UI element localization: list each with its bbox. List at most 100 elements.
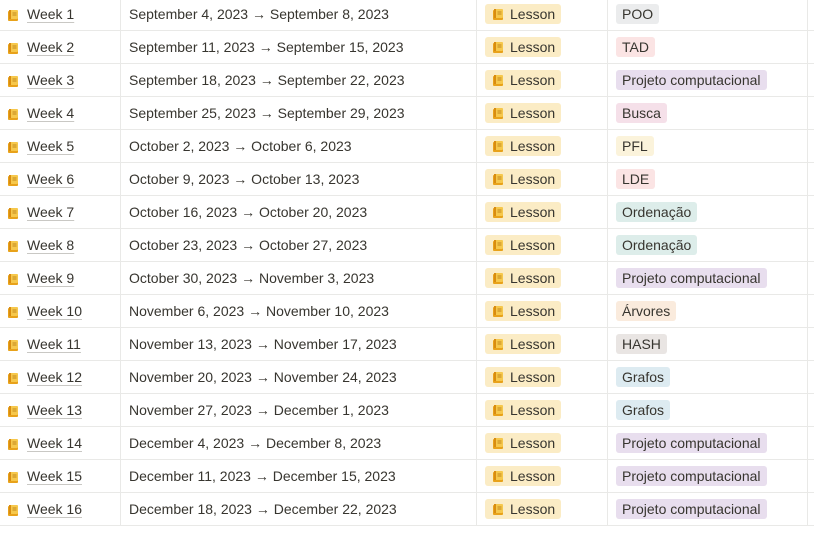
- extra-cell[interactable]: [808, 328, 814, 360]
- extra-cell[interactable]: [808, 295, 814, 327]
- type-cell[interactable]: Lesson: [477, 97, 608, 129]
- type-tag[interactable]: Lesson: [485, 400, 562, 420]
- extra-cell[interactable]: [808, 229, 814, 261]
- table-row[interactable]: Week 14 December 4, 2023 → December 8, 2…: [0, 427, 814, 460]
- extra-cell[interactable]: [808, 427, 814, 459]
- topic-tag[interactable]: HASH: [616, 334, 667, 354]
- type-tag[interactable]: Lesson: [485, 367, 562, 387]
- date-cell[interactable]: November 27, 2023 → December 1, 2023: [121, 394, 477, 426]
- type-tag[interactable]: Lesson: [485, 103, 562, 123]
- type-cell[interactable]: Lesson: [477, 229, 608, 261]
- date-cell[interactable]: October 9, 2023 → October 13, 2023: [121, 163, 477, 195]
- type-tag[interactable]: Lesson: [485, 235, 562, 255]
- extra-cell[interactable]: [808, 196, 814, 228]
- topic-tag[interactable]: Projeto computacional: [616, 70, 767, 90]
- table-row[interactable]: Week 16 December 18, 2023 → December 22,…: [0, 493, 814, 526]
- page-title-link[interactable]: Week 14: [27, 435, 82, 451]
- date-cell[interactable]: September 18, 2023 → September 22, 2023: [121, 64, 477, 96]
- name-cell[interactable]: Week 13: [0, 394, 121, 426]
- page-title-link[interactable]: Week 8: [27, 237, 75, 253]
- type-cell[interactable]: Lesson: [477, 427, 608, 459]
- topic-cell[interactable]: TAD: [608, 31, 808, 63]
- type-tag[interactable]: Lesson: [485, 433, 562, 453]
- table-row[interactable]: Week 15 December 11, 2023 → December 15,…: [0, 460, 814, 493]
- extra-cell[interactable]: [808, 163, 814, 195]
- type-tag[interactable]: Lesson: [485, 499, 562, 519]
- topic-cell[interactable]: Ordenação: [608, 196, 808, 228]
- table-row[interactable]: Week 9 October 30, 2023 → November 3, 20…: [0, 262, 814, 295]
- name-cell[interactable]: Week 9: [0, 262, 121, 294]
- type-cell[interactable]: Lesson: [477, 163, 608, 195]
- type-tag[interactable]: Lesson: [485, 169, 562, 189]
- page-title-link[interactable]: Week 9: [27, 270, 75, 286]
- type-cell[interactable]: Lesson: [477, 64, 608, 96]
- date-cell[interactable]: December 4, 2023 → December 8, 2023: [121, 427, 477, 459]
- type-tag[interactable]: Lesson: [485, 334, 562, 354]
- extra-cell[interactable]: [808, 262, 814, 294]
- type-tag[interactable]: Lesson: [485, 136, 562, 156]
- topic-tag[interactable]: Ordenação: [616, 202, 698, 222]
- date-cell[interactable]: September 4, 2023 → September 8, 2023: [121, 0, 477, 30]
- page-title-link[interactable]: Week 4: [27, 105, 75, 121]
- topic-tag[interactable]: Projeto computacional: [616, 499, 767, 519]
- topic-cell[interactable]: Grafos: [608, 361, 808, 393]
- name-cell[interactable]: Week 15: [0, 460, 121, 492]
- type-tag[interactable]: Lesson: [485, 4, 562, 24]
- topic-tag[interactable]: LDE: [616, 169, 656, 189]
- extra-cell[interactable]: [808, 361, 814, 393]
- name-cell[interactable]: Week 4: [0, 97, 121, 129]
- topic-cell[interactable]: Projeto computacional: [608, 64, 808, 96]
- type-cell[interactable]: Lesson: [477, 394, 608, 426]
- type-cell[interactable]: Lesson: [477, 262, 608, 294]
- name-cell[interactable]: Week 1: [0, 0, 121, 30]
- table-row[interactable]: Week 5 October 2, 2023 → October 6, 2023…: [0, 130, 814, 163]
- name-cell[interactable]: Week 14: [0, 427, 121, 459]
- type-tag[interactable]: Lesson: [485, 70, 562, 90]
- table-row[interactable]: Week 1 September 4, 2023 → September 8, …: [0, 0, 814, 31]
- topic-tag[interactable]: Projeto computacional: [616, 268, 767, 288]
- name-cell[interactable]: Week 5: [0, 130, 121, 162]
- page-title-link[interactable]: Week 5: [27, 138, 75, 154]
- page-title-link[interactable]: Week 12: [27, 369, 82, 385]
- table-row[interactable]: Week 8 October 23, 2023 → October 27, 20…: [0, 229, 814, 262]
- page-title-link[interactable]: Week 7: [27, 204, 75, 220]
- topic-tag[interactable]: TAD: [616, 37, 655, 57]
- table-row[interactable]: Week 12 November 20, 2023 → November 24,…: [0, 361, 814, 394]
- topic-cell[interactable]: Projeto computacional: [608, 262, 808, 294]
- date-cell[interactable]: September 11, 2023 → September 15, 2023: [121, 31, 477, 63]
- table-row[interactable]: Week 11 November 13, 2023 → November 17,…: [0, 328, 814, 361]
- name-cell[interactable]: Week 7: [0, 196, 121, 228]
- type-tag[interactable]: Lesson: [485, 268, 562, 288]
- page-title-link[interactable]: Week 15: [27, 468, 82, 484]
- date-cell[interactable]: October 2, 2023 → October 6, 2023: [121, 130, 477, 162]
- topic-cell[interactable]: Ordenação: [608, 229, 808, 261]
- type-cell[interactable]: Lesson: [477, 0, 608, 30]
- name-cell[interactable]: Week 11: [0, 328, 121, 360]
- name-cell[interactable]: Week 12: [0, 361, 121, 393]
- date-cell[interactable]: November 20, 2023 → November 24, 2023: [121, 361, 477, 393]
- topic-tag[interactable]: PFL: [616, 136, 654, 156]
- topic-tag[interactable]: Projeto computacional: [616, 466, 767, 486]
- table-row[interactable]: Week 4 September 25, 2023 → September 29…: [0, 97, 814, 130]
- topic-tag[interactable]: Busca: [616, 103, 667, 123]
- type-cell[interactable]: Lesson: [477, 31, 608, 63]
- page-title-link[interactable]: Week 1: [27, 6, 75, 22]
- extra-cell[interactable]: [808, 0, 814, 30]
- topic-cell[interactable]: Projeto computacional: [608, 493, 808, 525]
- topic-cell[interactable]: PFL: [608, 130, 808, 162]
- type-tag[interactable]: Lesson: [485, 37, 562, 57]
- page-title-link[interactable]: Week 10: [27, 303, 82, 319]
- name-cell[interactable]: Week 2: [0, 31, 121, 63]
- type-cell[interactable]: Lesson: [477, 460, 608, 492]
- name-cell[interactable]: Week 8: [0, 229, 121, 261]
- topic-cell[interactable]: Projeto computacional: [608, 460, 808, 492]
- extra-cell[interactable]: [808, 460, 814, 492]
- extra-cell[interactable]: [808, 130, 814, 162]
- name-cell[interactable]: Week 10: [0, 295, 121, 327]
- page-title-link[interactable]: Week 3: [27, 72, 75, 88]
- topic-cell[interactable]: Grafos: [608, 394, 808, 426]
- topic-tag[interactable]: Ordenação: [616, 235, 698, 255]
- date-cell[interactable]: October 23, 2023 → October 27, 2023: [121, 229, 477, 261]
- type-tag[interactable]: Lesson: [485, 301, 562, 321]
- type-cell[interactable]: Lesson: [477, 130, 608, 162]
